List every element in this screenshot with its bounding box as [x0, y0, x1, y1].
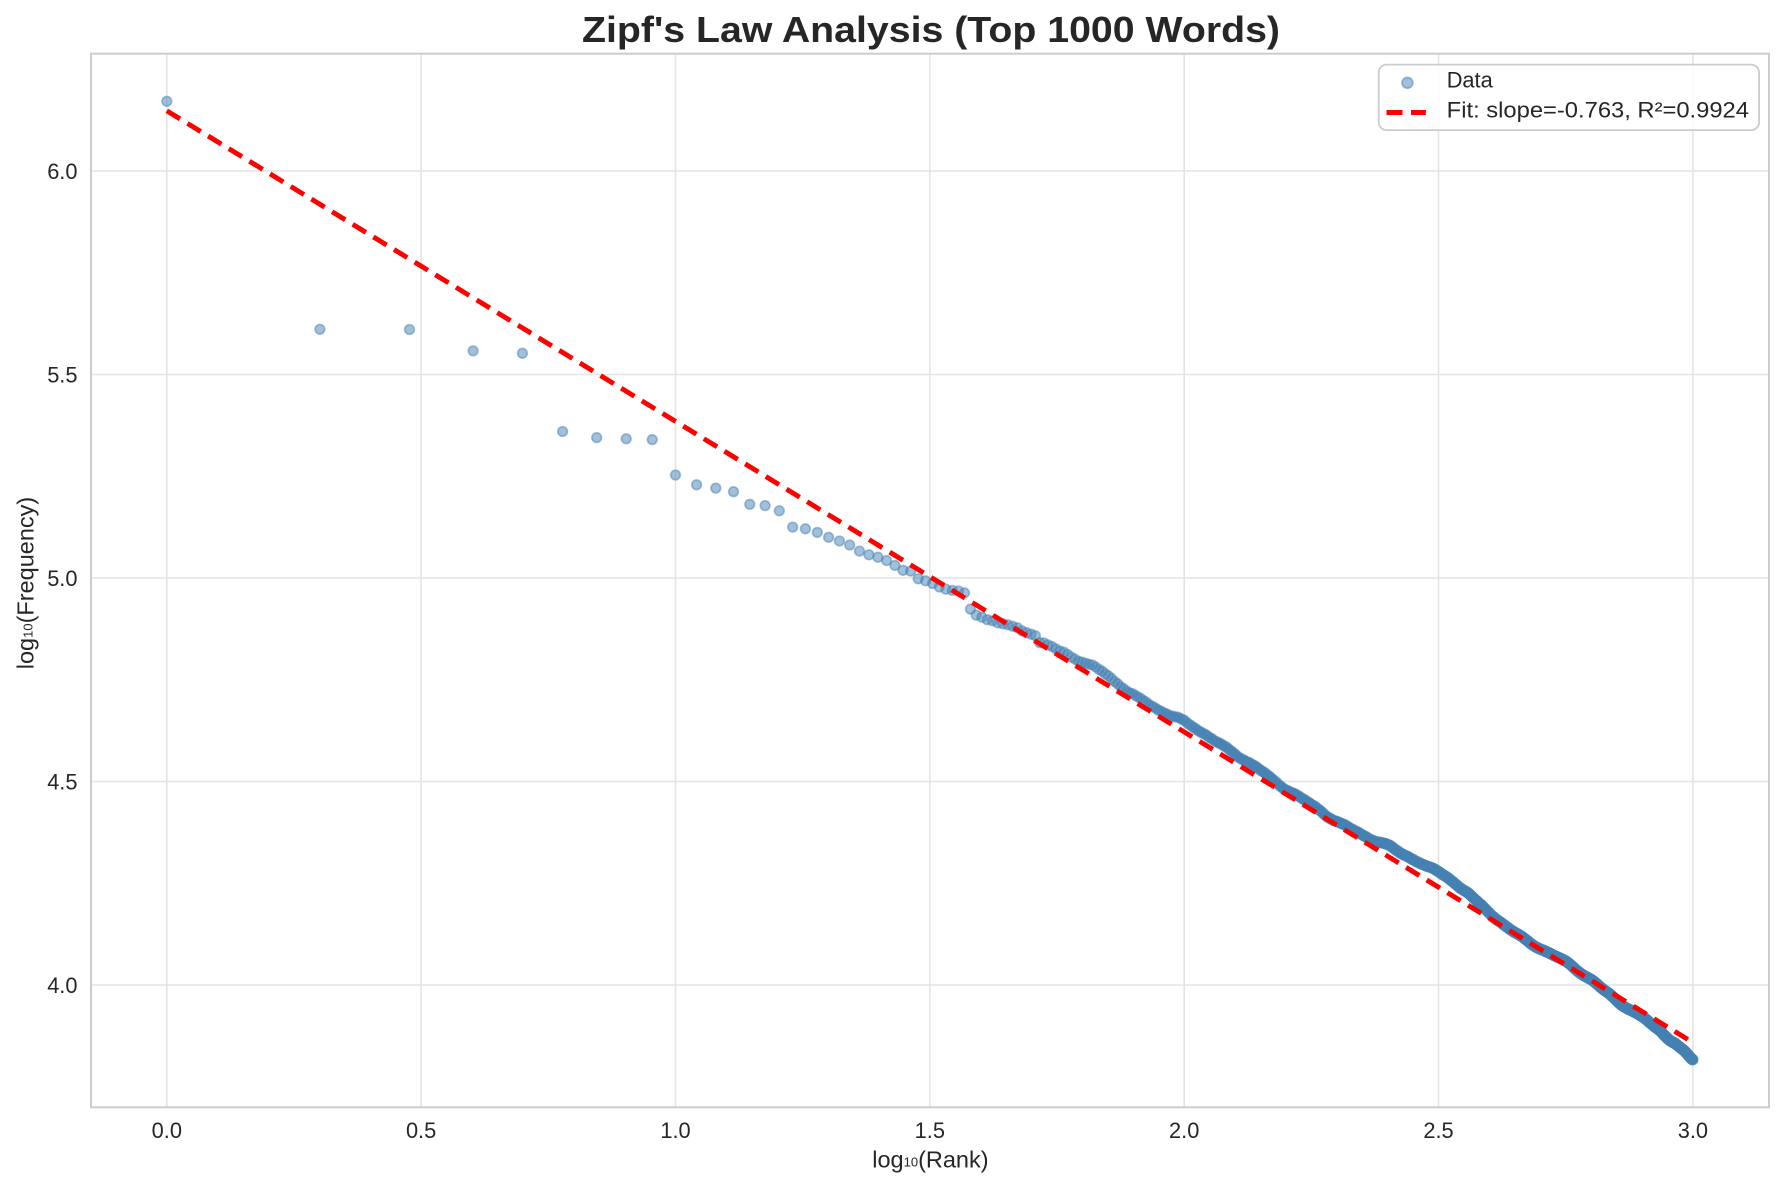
svg-text:5.0: 5.0: [47, 566, 77, 591]
svg-text:1.5: 1.5: [915, 1118, 945, 1143]
svg-text:Zipf's Law Analysis (Top 1000: Zipf's Law Analysis (Top 1000 Words): [582, 9, 1280, 50]
svg-text:0.5: 0.5: [406, 1118, 436, 1143]
svg-text:2.5: 2.5: [1423, 1118, 1453, 1143]
svg-text:Data: Data: [1447, 68, 1494, 93]
svg-text:2.0: 2.0: [1169, 1118, 1199, 1143]
svg-text:5.5: 5.5: [47, 362, 77, 387]
svg-text:1.0: 1.0: [660, 1118, 690, 1143]
svg-text:log10(Rank): log10(Rank): [872, 1146, 988, 1172]
svg-text:0.0: 0.0: [152, 1118, 182, 1143]
svg-text:log10(Frequency): log10(Frequency): [13, 497, 39, 670]
svg-text:Fit: slope=-0.763, R²=0.9924: Fit: slope=-0.763, R²=0.9924: [1447, 97, 1749, 122]
svg-text:3.0: 3.0: [1678, 1118, 1708, 1143]
svg-text:4.0: 4.0: [47, 973, 77, 998]
svg-text:4.5: 4.5: [47, 769, 77, 794]
svg-text:6.0: 6.0: [47, 159, 77, 184]
